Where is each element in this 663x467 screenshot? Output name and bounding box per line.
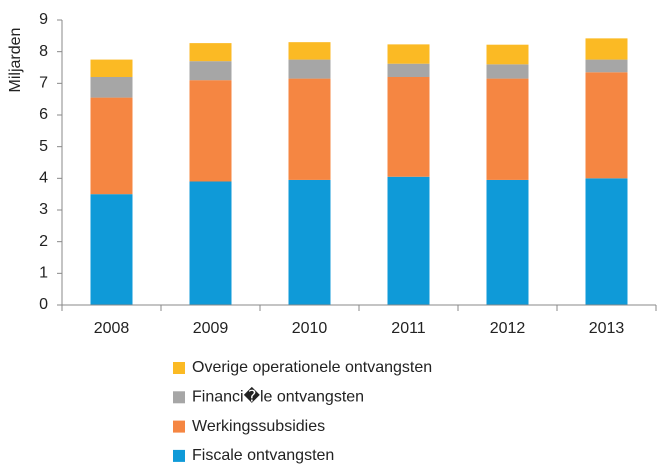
bar-segment [288, 78, 331, 180]
bar-segment [486, 44, 529, 65]
y-tick-label: 5 [39, 138, 48, 155]
legend-swatch [173, 391, 185, 404]
bar-segment [585, 59, 628, 73]
bar-segment [288, 59, 331, 79]
y-tick-label: 9 [39, 11, 48, 28]
x-tick-label: 2010 [292, 320, 328, 337]
y-tick-label: 8 [39, 43, 48, 60]
bar-segment [189, 80, 232, 182]
bar-segment [387, 77, 430, 177]
bar-segment [90, 194, 133, 305]
legend-swatch [173, 362, 185, 374]
bar-segment [189, 181, 232, 305]
bar-segment [189, 43, 232, 62]
bar-segment [387, 44, 430, 64]
bar-segment [288, 42, 331, 60]
bar-segment [189, 61, 232, 81]
y-tick-label: 0 [39, 296, 48, 313]
y-tick-label: 3 [39, 201, 48, 218]
y-tick-label: 1 [39, 265, 48, 282]
y-tick-label: 7 [39, 75, 48, 92]
legend-swatch [173, 449, 185, 462]
bar-segment [486, 179, 529, 305]
legend-label: Overige operationele ontvangsten [192, 359, 432, 376]
y-tick-label: 2 [39, 233, 48, 250]
bar-segment [486, 64, 529, 79]
bar-segment [585, 72, 628, 179]
bar-segment [387, 63, 430, 77]
bar-segment [387, 176, 430, 305]
x-tick-label: 2011 [391, 320, 426, 337]
x-tick-label: 2009 [193, 320, 229, 337]
y-tick-label: 4 [39, 170, 48, 187]
bar-segment [90, 97, 133, 195]
legend-label: Fiscale ontvangsten [192, 447, 334, 464]
bar-segment [90, 77, 133, 98]
x-tick-label: 2013 [589, 320, 625, 337]
legend-label: Werkingssubsidies [192, 418, 325, 435]
bar-segment [585, 38, 628, 60]
bar-segment [585, 178, 628, 305]
y-axis-label: Miljarden [7, 28, 24, 93]
legend-swatch [173, 420, 185, 433]
x-tick-label: 2012 [490, 320, 526, 337]
x-tick-label: 2008 [94, 320, 130, 337]
legend-label: Financi�le ontvangsten [192, 387, 364, 406]
bar-segment [90, 59, 133, 77]
bar-segment [486, 78, 529, 180]
bar-segment [288, 179, 331, 305]
y-tick-label: 6 [39, 106, 48, 123]
